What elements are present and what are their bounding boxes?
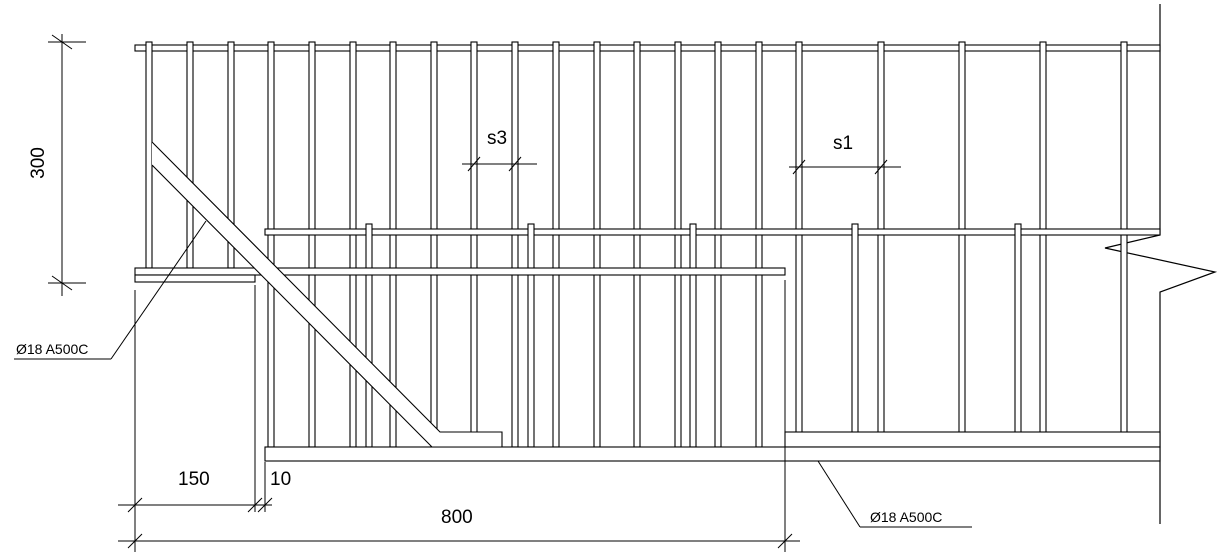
middle-longitudinal-bar <box>264 228 1161 236</box>
spacing-s3: s3 <box>462 128 537 172</box>
rebar-label-lower: Ø18 A500C <box>870 509 942 525</box>
landing-bar <box>134 267 786 276</box>
top-longitudinal-bar <box>134 44 1161 52</box>
spacing-s1: s1 <box>789 133 901 175</box>
wall-section <box>1104 4 1218 524</box>
stirrups-full-height <box>267 41 1128 448</box>
dimension-overhang: 150 10 <box>118 469 291 513</box>
dimension-height: 300 <box>28 34 86 296</box>
dimension-height-label: 300 <box>28 147 49 179</box>
dimension-length: 800 <box>118 507 800 549</box>
short-vertical-bars <box>365 223 1022 448</box>
dimension-gap-label: 10 <box>270 469 291 490</box>
dimension-overhang-label: 150 <box>178 469 210 490</box>
extension-lines <box>134 280 786 552</box>
rebar-leader-upper: Ø18 A500C <box>14 220 207 360</box>
dimension-length-label: 800 <box>441 507 473 528</box>
rebar-label-upper: Ø18 A500C <box>16 341 88 357</box>
wall-edge-line <box>1104 4 1218 524</box>
inclined-bar <box>151 141 503 448</box>
bottom-longitudinal-bar <box>264 446 1161 462</box>
bottom-bar-right-upper <box>784 431 1161 448</box>
spacing-s1-label: s1 <box>833 133 853 154</box>
spacing-s3-label: s3 <box>487 128 507 149</box>
rebar-leader-lower: Ø18 A500C <box>817 460 972 528</box>
landing-support-bar <box>134 274 256 283</box>
